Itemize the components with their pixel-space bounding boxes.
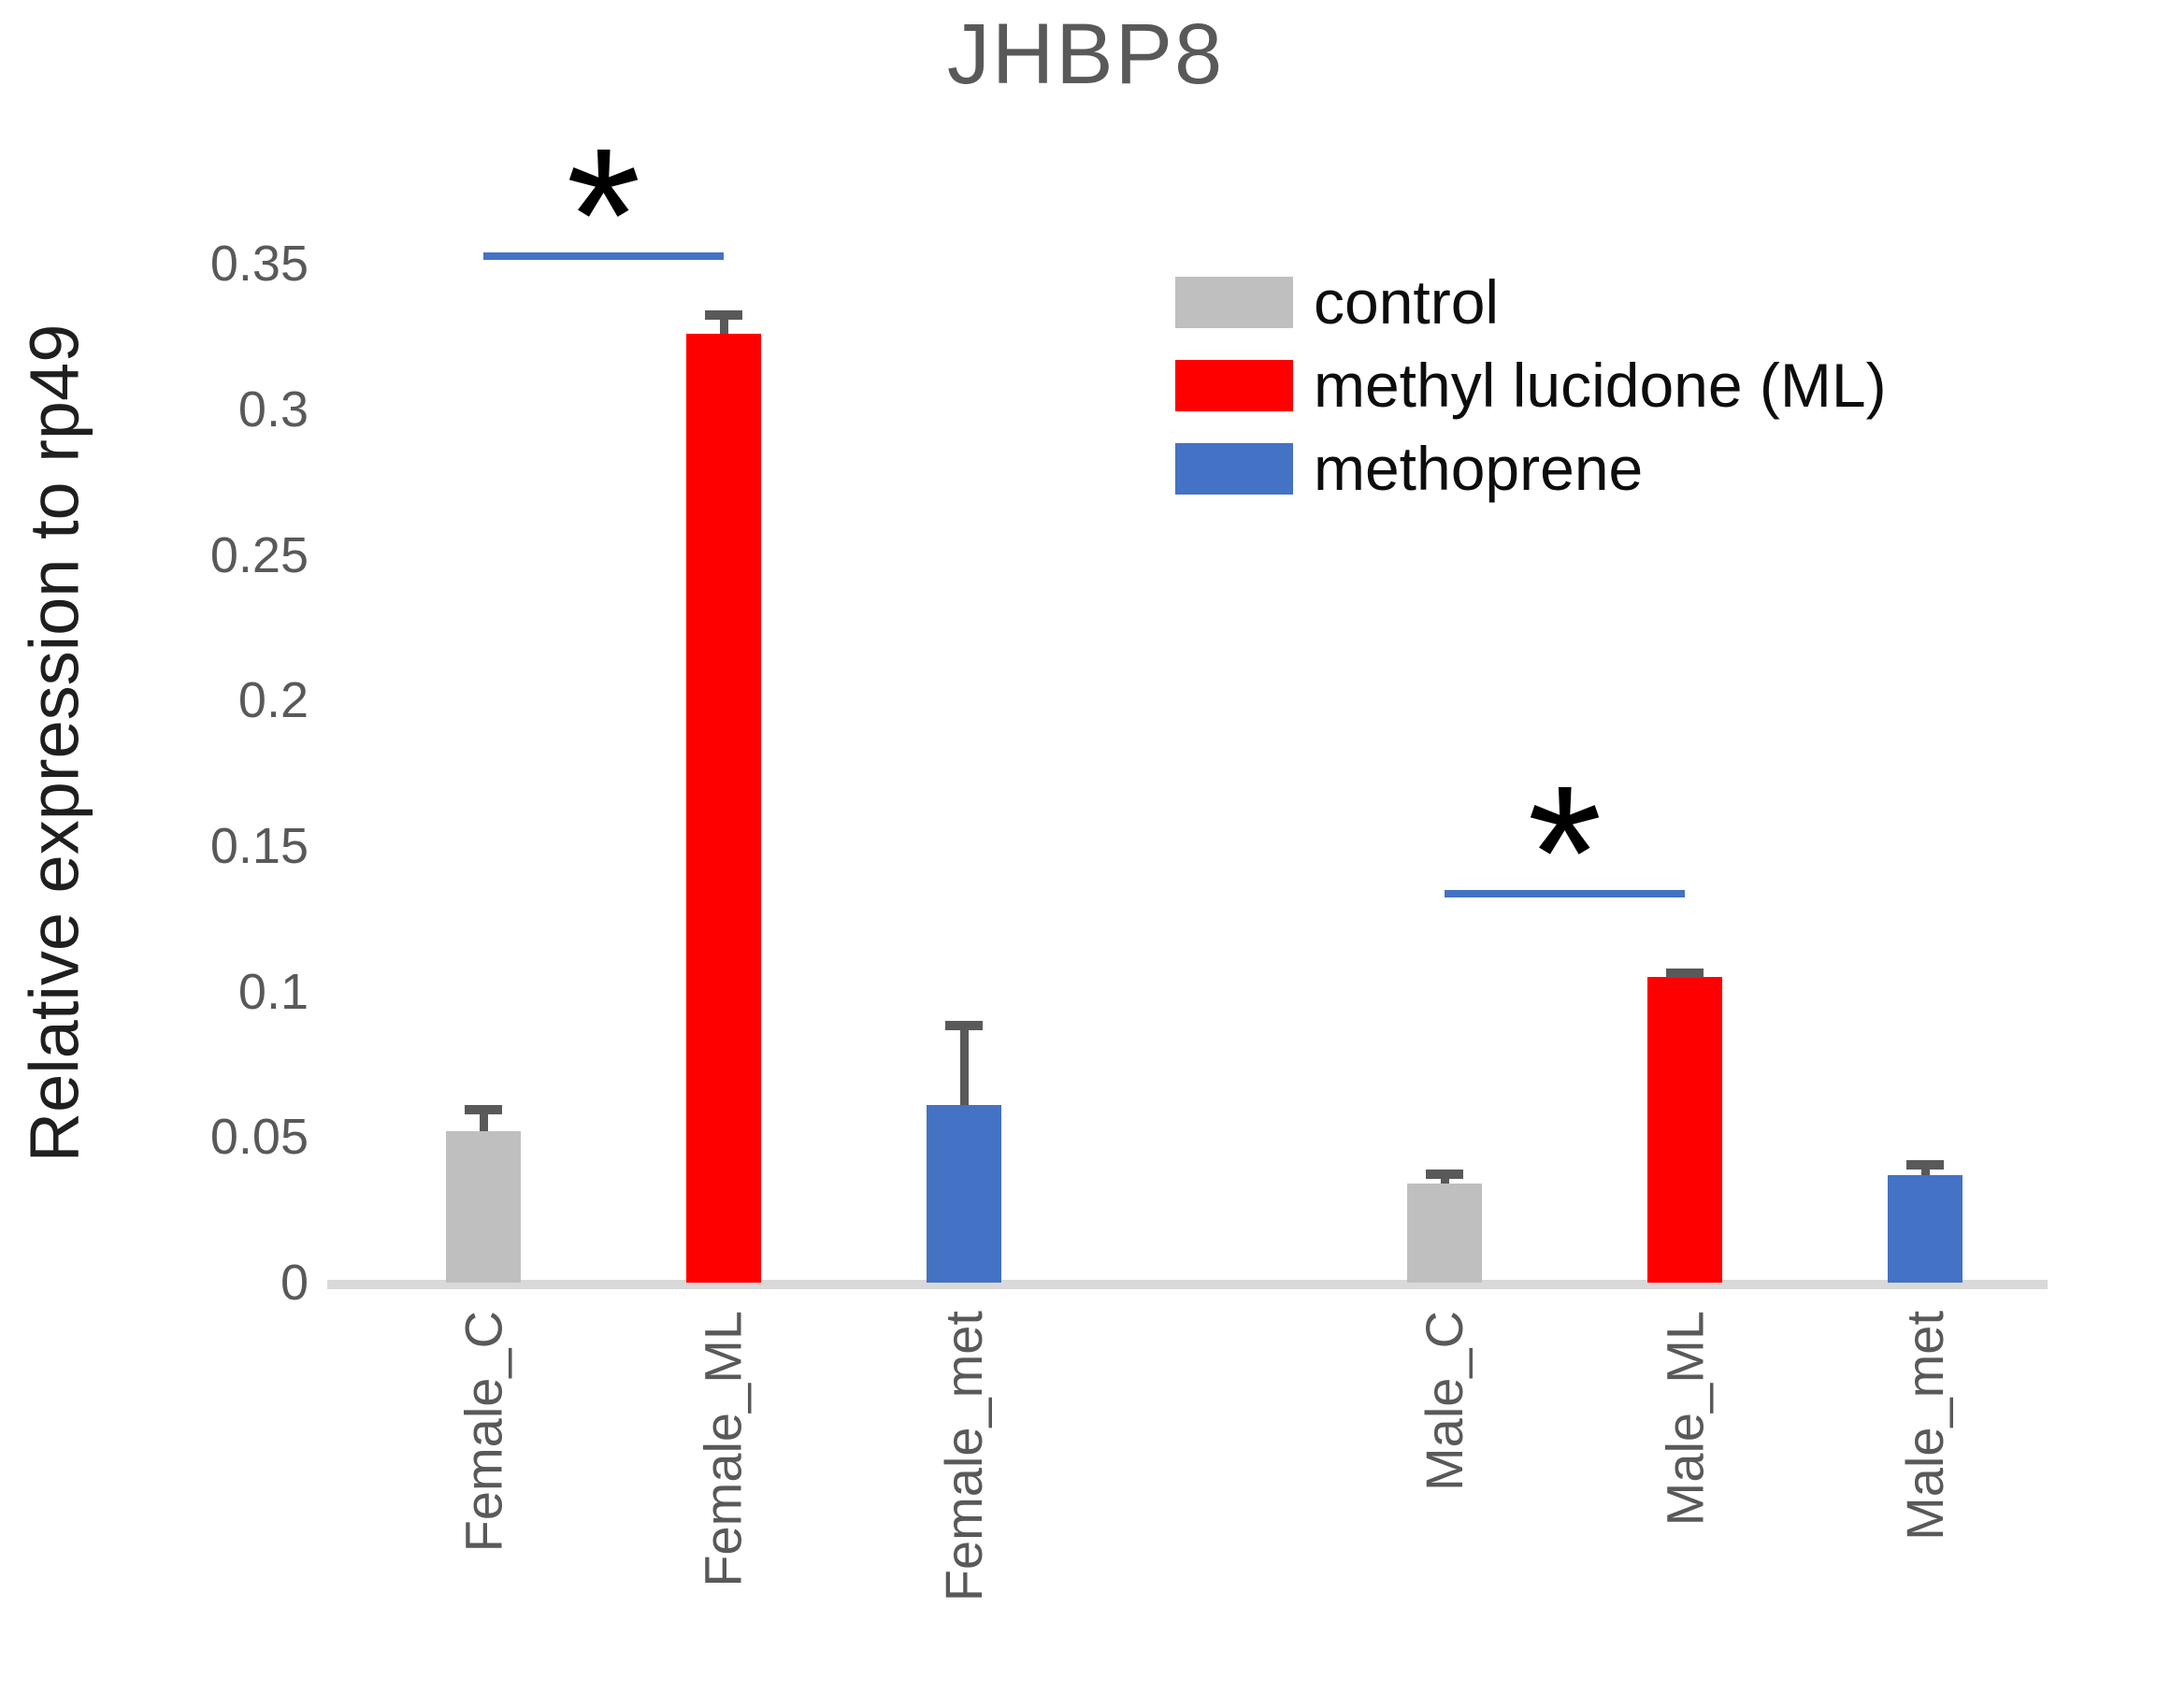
y-tick-label-0.1: 0.1: [237, 963, 309, 1020]
significance-asterisk-1: *: [566, 108, 641, 323]
legend-label-2: methyl lucidone (ML): [1314, 351, 1887, 420]
error-bar-stem-Female_C: [480, 1105, 488, 1132]
bar-Male_met: [1888, 1174, 1963, 1283]
x-tick-label-Female_ML: Female_ML: [694, 1311, 753, 1587]
x-axis-line: [327, 1280, 2048, 1289]
error-bar-cap-Female_C: [465, 1105, 502, 1115]
y-tick-label-0.2: 0.2: [237, 672, 309, 729]
x-tick-label-Female_C: Female_C: [453, 1311, 512, 1553]
error-bar-stem-Female_ML: [720, 309, 728, 334]
bar-Female_met: [927, 1105, 1001, 1283]
y-tick-label-0.05: 0.05: [209, 1109, 309, 1166]
bar-Female_C: [446, 1131, 521, 1283]
error-bar-cap-Male_ML: [1666, 968, 1704, 978]
y-tick-label-0.15: 0.15: [209, 817, 309, 874]
legend-row-1: control: [1175, 267, 1887, 337]
error-bar-cap-Male_C: [1426, 1169, 1463, 1179]
significance-line-2: [1445, 889, 1685, 897]
error-bar-stem-Female_met: [960, 1020, 969, 1106]
y-tick-label-0.35: 0.35: [209, 236, 309, 293]
error-bar-cap-Male_met: [1906, 1160, 1944, 1170]
x-tick-label-Male_ML: Male_ML: [1655, 1311, 1714, 1527]
legend-swatch-3: [1175, 443, 1293, 495]
y-tick-label-0.3: 0.3: [237, 380, 309, 438]
legend-row-3: methoprene: [1175, 434, 1887, 503]
y-tick-label-0.25: 0.25: [209, 526, 309, 583]
significance-asterisk-2: *: [1527, 745, 1603, 960]
bar-Male_ML: [1647, 977, 1722, 1283]
bar-Male_C: [1407, 1184, 1482, 1283]
chart-title: JHBP8: [946, 7, 1225, 102]
x-tick-label-Male_met: Male_met: [1895, 1311, 1954, 1541]
error-bar-cap-Female_ML: [705, 309, 742, 320]
significance-line-1: [483, 251, 724, 260]
bar-Female_ML: [686, 333, 761, 1283]
legend-swatch-1: [1175, 277, 1293, 328]
legend-label-1: control: [1314, 267, 1500, 337]
legend-swatch-2: [1175, 360, 1293, 411]
x-tick-label-Female_met: Female_met: [934, 1311, 993, 1602]
y-tick-label-0: 0: [280, 1255, 309, 1311]
legend: control methyl lucidone (ML) methoprene: [1175, 267, 1887, 526]
legend-label-3: methoprene: [1314, 434, 1644, 503]
legend-row-2: methyl lucidone (ML): [1175, 351, 1887, 420]
x-tick-label-Male_C: Male_C: [1415, 1311, 1474, 1491]
error-bar-cap-Female_met: [945, 1020, 983, 1030]
